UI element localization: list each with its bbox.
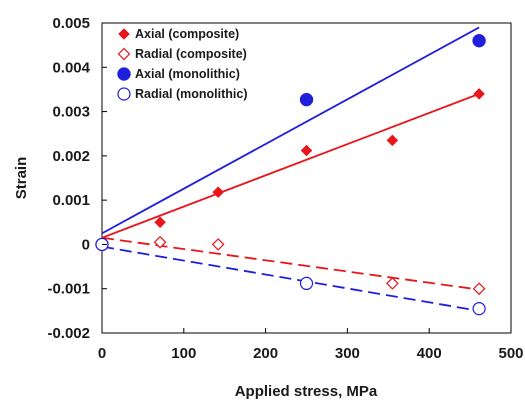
x-tick-label: 100: [171, 345, 196, 362]
trendline: [101, 93, 480, 239]
y-tick-label: 0.003: [52, 104, 90, 121]
data-point: [472, 33, 486, 48]
x-tick-label: 500: [498, 345, 523, 362]
data-point: [299, 92, 314, 107]
data-point: [472, 302, 486, 316]
data-point: [211, 238, 225, 251]
y-tick-label: 0: [82, 236, 90, 253]
trendline: [101, 245, 480, 312]
data-point: [212, 186, 225, 199]
y-tick-label: 0.005: [52, 15, 90, 32]
x-tick-label: 300: [335, 345, 360, 362]
x-tick-label: 200: [253, 345, 278, 362]
legend-label: Axial (composite): [135, 27, 239, 41]
data-point: [472, 282, 486, 296]
data-point: [386, 277, 399, 290]
data-point: [386, 134, 399, 147]
y-tick-label: -0.002: [47, 325, 90, 342]
legend-marker: [117, 47, 131, 61]
data-point: [473, 88, 485, 100]
y-tick-label: -0.001: [47, 281, 90, 298]
x-tick-label: 400: [417, 345, 442, 362]
y-tick-label: 0.002: [52, 148, 90, 165]
x-axis: 0 100 200 300 400 500: [98, 328, 524, 362]
legend-label: Radial (monolithic): [135, 87, 248, 101]
y-axis-title: Strain: [13, 157, 30, 200]
legend-marker: [118, 28, 130, 40]
y-axis: -0.002 -0.001 0 0.001 0.002 0.003 0.004 0.005: [47, 15, 107, 342]
trendline: [101, 236, 480, 291]
data-point: [154, 216, 166, 229]
x-tick-label: 0: [98, 345, 106, 362]
y-tick-label: 0.001: [52, 192, 90, 209]
data-point: [299, 276, 314, 290]
legend: Axial (composite) Radial (composite) Axial…: [117, 27, 248, 101]
trendline: [101, 26, 480, 235]
data-point: [300, 144, 313, 157]
trendlines: [101, 26, 480, 312]
x-axis-title: Applied stress, MPa: [235, 383, 378, 400]
legend-label: Radial (composite): [135, 47, 247, 61]
data-point: [153, 235, 167, 249]
legend-marker: [117, 87, 131, 101]
y-tick-label: 0.004: [52, 59, 90, 76]
legend-marker: [117, 67, 131, 81]
plot-area-frame: [101, 22, 512, 334]
legend-label: Axial (monolithic): [135, 67, 240, 81]
